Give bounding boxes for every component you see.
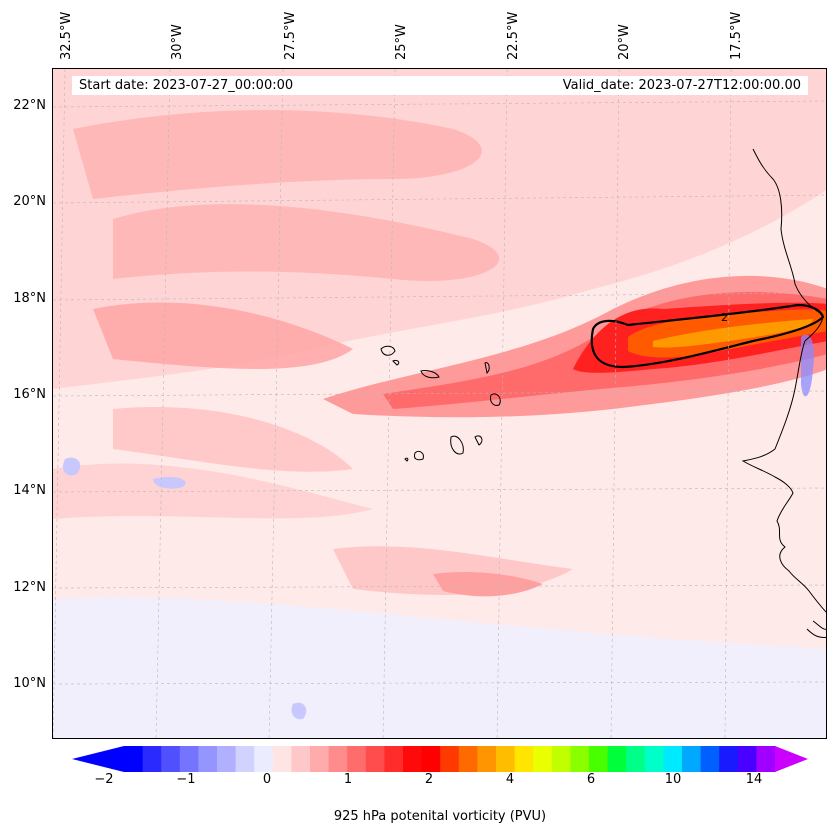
colorbar-ticks: −2 −1 0 1 2 4 6 10 14 [0,772,837,792]
colorbar-tick-label: 1 [343,772,353,787]
latitude-label: 12°N [13,580,46,595]
colorbar-segment [700,746,720,772]
colorbar-segment [737,746,757,772]
colorbar-segment [217,746,237,772]
colorbar-segment [626,746,646,772]
longitude-label: 25°W [394,24,409,60]
valid-date: Valid_date: 2023-07-27T12:00:00.00 [562,78,801,93]
contour-label: 2 [721,311,728,324]
longitude-label: 17.5°W [729,11,744,60]
longitude-label: 22.5°W [506,11,521,60]
field-medium-band-4 [113,407,353,472]
colorbar-segment [514,746,534,772]
field-jet-peak [653,319,813,348]
colorbar-segment [589,746,609,772]
colorbar-segment [570,746,590,772]
field-medium-band-3 [93,302,353,369]
colorbar-segment [198,746,218,772]
colorbar-segment [403,746,423,772]
colorbar-tick-label: 14 [745,772,763,787]
latitude-label: 20°N [13,194,46,209]
colorbar-segment [142,746,162,772]
colorbar-segment [254,746,274,772]
map-panel: 2 [52,68,827,739]
colorbar-segment [719,746,739,772]
colorbar [72,746,808,772]
colorbar-segment [607,746,627,772]
start-date: Start date: 2023-07-27_00:00:00 [79,78,294,93]
africa-coastline-south [806,620,826,638]
latitude-label: 22°N [13,98,46,113]
colorbar-segment [310,746,330,772]
colorbar-segment [644,746,664,772]
field-blue-patch-2 [62,457,81,476]
colorbar-segment [756,746,776,772]
colorbar-segment [440,746,460,772]
gridlines [53,69,826,738]
colorbar-segment [682,746,702,772]
longitude-label: 32.5°W [59,11,74,60]
colorbar-segment [384,746,404,772]
colorbar-tick-label: 0 [262,772,272,787]
field-medium-band-south [433,572,543,597]
colorbar-tick-label: 2 [424,772,434,787]
field-bluish-south [53,597,826,738]
colorbar-segment [124,746,144,772]
colorbar-segment [347,746,367,772]
cape-verde-islands [380,345,501,462]
field-light-band-south-1 [53,463,373,519]
colorbar-segment [458,746,478,772]
africa-coastline [741,148,826,613]
colorbar-tick-label: 6 [586,772,596,787]
colorbar-title: 925 hPa potenital vorticity (PVU) [333,809,547,824]
longitude-label: 27.5°W [283,11,298,60]
colorbar-segment [291,746,311,772]
colorbar-tick-label: −2 [94,772,114,787]
colorbar-segment [235,746,255,772]
longitude-label: 30°W [170,24,185,60]
field-medium-band-2 [113,204,500,281]
colorbar-segment [179,746,199,772]
latitude-label: 14°N [13,483,46,498]
vorticity-field: 2 [53,69,826,738]
latitude-label: 16°N [13,387,46,402]
colorbar-segment [365,746,385,772]
colorbar-tick-label: −1 [176,772,196,787]
colorbar-segment [272,746,292,772]
colorbar-segment [496,746,516,772]
colorbar-segment [533,746,553,772]
colorbar-segment [421,746,441,772]
field-blue-patch-4 [291,702,307,720]
latitude-label: 18°N [13,291,46,306]
colorbar-segment [477,746,497,772]
colorbar-segment [328,746,348,772]
date-banner: Start date: 2023-07-27_00:00:00 Valid_da… [72,76,808,95]
field-medium-band-1 [73,110,482,199]
longitude-label: 20°W [617,24,632,60]
colorbar-segment [161,746,181,772]
field-blue-patch-1 [801,334,815,397]
colorbar-tick-label: 10 [664,772,682,787]
colorbar-extend-max [775,746,808,772]
colorbar-extend-min [72,746,124,772]
colorbar-tick-label: 4 [505,772,515,787]
colorbar-segment [551,746,571,772]
colorbar-segment [663,746,683,772]
latitude-label: 10°N [13,676,46,691]
